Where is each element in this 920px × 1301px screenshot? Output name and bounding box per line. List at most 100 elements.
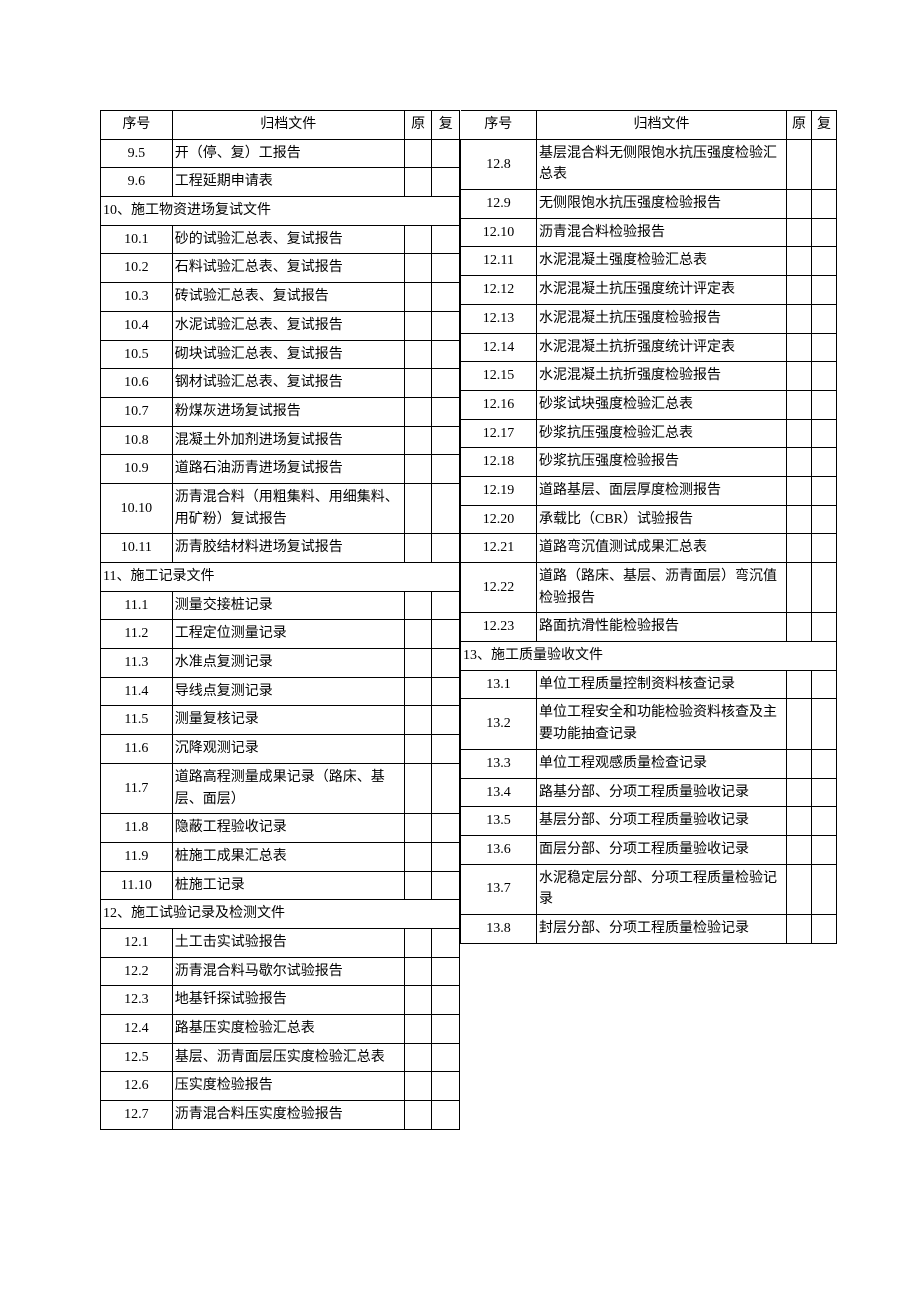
table-row: 10.4水泥试验汇总表、复试报告 [101,311,460,340]
table-row: 11.4导线点复测记录 [101,677,460,706]
row-index: 12.4 [101,1015,173,1044]
row-orig [404,620,432,649]
table-row: 10.8混凝土外加剂进场复试报告 [101,426,460,455]
row-copy [432,340,460,369]
section-row: 12、施工试验记录及检测文件 [101,900,460,929]
table-row: 11.3水准点复测记录 [101,649,460,678]
header-orig: 原 [404,111,432,140]
row-index: 11.2 [101,620,173,649]
row-copy [432,1015,460,1044]
row-orig [404,986,432,1015]
row-index: 13.8 [461,914,537,943]
row-orig [787,247,812,276]
row-doc: 工程定位测量记录 [172,620,404,649]
row-index: 12.2 [101,957,173,986]
row-copy [812,699,837,749]
row-copy [432,1072,460,1101]
row-index: 12.13 [461,304,537,333]
row-copy [432,986,460,1015]
row-copy [812,613,837,642]
row-doc: 无侧限饱水抗压强度检验报告 [537,190,787,219]
row-orig [787,218,812,247]
section-title: 11、施工记录文件 [101,563,460,592]
table-row: 12.16砂浆试块强度检验汇总表 [461,390,837,419]
row-copy [432,426,460,455]
row-copy [432,1101,460,1130]
row-index: 12.14 [461,333,537,362]
row-copy [812,534,837,563]
row-orig [787,864,812,914]
row-orig [787,362,812,391]
table-row: 12.18砂浆抗压强度检验报告 [461,448,837,477]
row-index: 12.22 [461,563,537,613]
row-doc: 单位工程观感质量检查记录 [537,749,787,778]
row-index: 11.7 [101,763,173,813]
row-copy [432,254,460,283]
row-copy [812,333,837,362]
row-copy [432,591,460,620]
row-copy [432,1043,460,1072]
row-copy [432,534,460,563]
row-copy [432,649,460,678]
row-orig [404,649,432,678]
row-orig [787,699,812,749]
row-doc: 单位工程安全和功能检验资料核查及主要功能抽查记录 [537,699,787,749]
document-two-column: 序号 归档文件 原 复 9.5开（停、复）工报告9.6工程延期申请表10、施工物… [100,110,820,1130]
section-row: 13、施工质量验收文件 [461,642,837,671]
row-index: 12.5 [101,1043,173,1072]
row-orig [404,957,432,986]
row-doc: 沥青混合料检验报告 [537,218,787,247]
row-orig [787,914,812,943]
right-header-row: 序号 归档文件 原 复 [461,111,837,140]
row-index: 13.7 [461,864,537,914]
table-row: 12.15水泥混凝土抗折强度检验报告 [461,362,837,391]
row-copy [812,304,837,333]
row-copy [432,168,460,197]
row-doc: 水泥试验汇总表、复试报告 [172,311,404,340]
row-orig [787,835,812,864]
table-row: 11.1测量交接桩记录 [101,591,460,620]
row-index: 11.6 [101,735,173,764]
row-index: 13.6 [461,835,537,864]
table-row: 12.21道路弯沉值测试成果汇总表 [461,534,837,563]
table-row: 12.2沥青混合料马歇尔试验报告 [101,957,460,986]
header-idx: 序号 [101,111,173,140]
row-orig [787,333,812,362]
row-orig [404,1043,432,1072]
row-index: 12.17 [461,419,537,448]
row-orig [787,807,812,836]
header-idx: 序号 [461,111,537,140]
section-row: 10、施工物资进场复试文件 [101,197,460,226]
row-doc: 水泥混凝土抗折强度检验报告 [537,362,787,391]
row-doc: 混凝土外加剂进场复试报告 [172,426,404,455]
row-doc: 道路基层、面层厚度检测报告 [537,476,787,505]
table-row: 12.6压实度检验报告 [101,1072,460,1101]
row-copy [432,763,460,813]
row-copy [812,390,837,419]
row-index: 11.9 [101,842,173,871]
row-doc: 水泥混凝土抗压强度统计评定表 [537,276,787,305]
row-orig [404,168,432,197]
row-orig [404,1072,432,1101]
row-index: 12.19 [461,476,537,505]
row-index: 11.8 [101,814,173,843]
table-row: 12.10沥青混合料检验报告 [461,218,837,247]
row-orig [404,842,432,871]
row-copy [432,620,460,649]
row-index: 13.4 [461,778,537,807]
right-table: 序号 归档文件 原 复 12.8基层混合料无侧限饱水抗压强度检验汇总表12.9无… [460,110,837,944]
row-index: 11.4 [101,677,173,706]
row-index: 12.9 [461,190,537,219]
row-index: 10.6 [101,369,173,398]
row-orig [404,340,432,369]
row-doc: 砂浆抗压强度检验汇总表 [537,419,787,448]
header-copy: 复 [432,111,460,140]
header-copy: 复 [812,111,837,140]
row-orig [404,455,432,484]
row-copy [432,842,460,871]
row-copy [432,397,460,426]
row-orig [787,534,812,563]
table-row: 12.1土工击实试验报告 [101,928,460,957]
row-index: 10.4 [101,311,173,340]
row-doc: 测量复核记录 [172,706,404,735]
